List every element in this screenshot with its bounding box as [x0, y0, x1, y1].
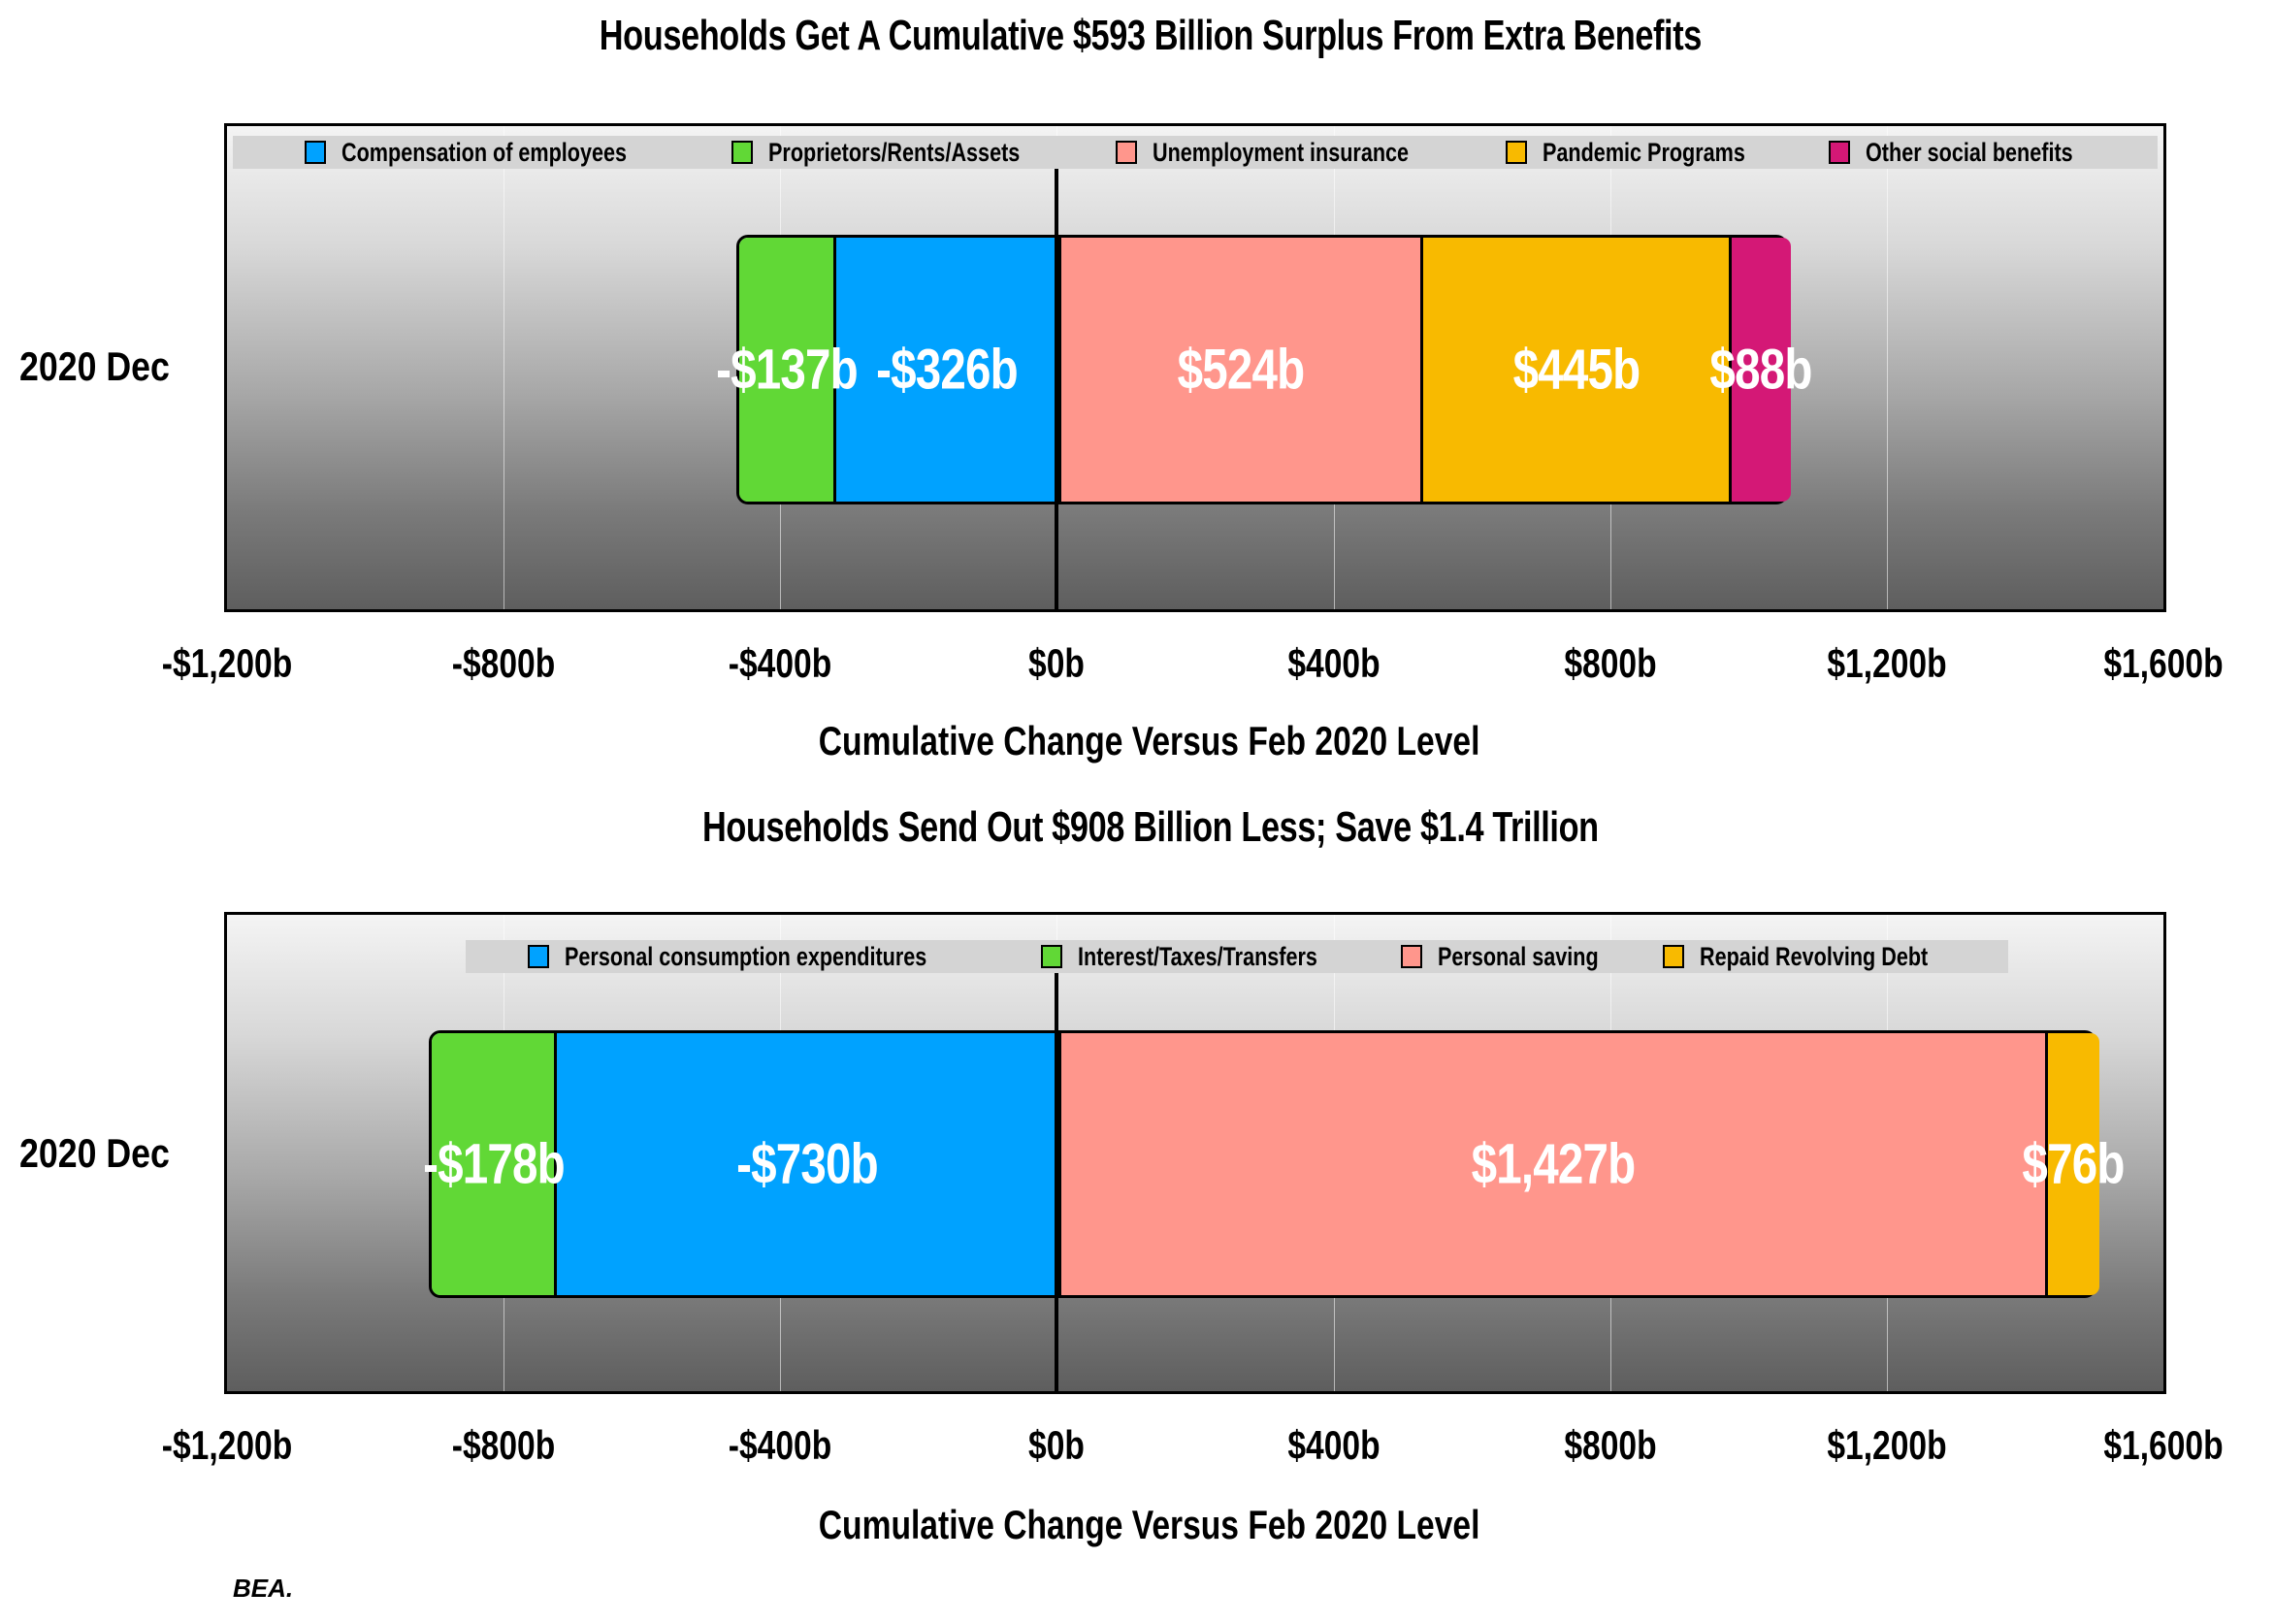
x-tick-label: $800b [1564, 1422, 1657, 1468]
legend-item: Repaid Revolving Debt [1662, 941, 1946, 972]
data-label: -$137b [716, 338, 859, 402]
x-tick-label: $400b [1286, 640, 1381, 686]
segment-divider [1420, 238, 1424, 502]
data-label: $76b [2022, 1132, 2125, 1196]
legend-item: Pandemic Programs [1505, 137, 1757, 168]
legend-item: Personal consumption expenditures [528, 942, 979, 972]
x-tick-label: -$400b [729, 640, 832, 686]
legend-swatch [1041, 945, 1063, 968]
source-note: BEA. [233, 1574, 294, 1603]
x-tick-label: $0b [1028, 1422, 1086, 1468]
bar-segment [555, 1033, 1060, 1295]
chart-title-2: Households Send Out $908 Billion Less; S… [701, 803, 1599, 851]
x-tick-label: -$400b [729, 1422, 832, 1468]
legend-label: Pandemic Programs [1542, 137, 1745, 167]
stacked-bar: -$730b -$178b $1,427b $76b [423, 1030, 2125, 1298]
bar-segment [1730, 238, 1791, 502]
data-label: -$326b [876, 338, 1019, 402]
segment-divider [553, 1033, 557, 1295]
x-tick-label: $1,600b [2103, 640, 2224, 686]
bar-segment [2046, 1033, 2099, 1295]
x-tick-label: -$800b [451, 640, 556, 686]
legend-label: Other social benefits [1865, 137, 2073, 167]
segment-divider [1057, 238, 1061, 502]
zero-line [1055, 163, 1059, 609]
legend-label: Compensation of employees [341, 137, 628, 167]
zero-line [1055, 958, 1059, 1391]
legend-swatch [731, 141, 753, 164]
data-label: $524b [1177, 338, 1306, 402]
segment-divider [832, 238, 836, 502]
chart-title-1: Households Get A Cumulative $593 Billion… [599, 12, 1703, 59]
legend-label: Personal consumption expenditures [565, 941, 927, 971]
legend-label: Proprietors/Rents/Assets [767, 137, 1020, 167]
x-tick-label: $400b [1286, 1422, 1381, 1468]
legend-item: Proprietors/Rents/Assets [731, 138, 1044, 168]
data-label: $88b [1708, 338, 1812, 402]
legend-swatch [305, 141, 326, 164]
x-axis-title-2: Cumulative Change Versus Feb 2020 Level [818, 1502, 1480, 1547]
legend-swatch [528, 945, 550, 968]
x-tick-label: $800b [1564, 640, 1657, 686]
plot-area-2: Personal consumption expenditures Interes… [224, 912, 2166, 1394]
legend-item: Interest/Taxes/Transfers [1041, 942, 1339, 972]
legend-label: Interest/Taxes/Transfers [1078, 941, 1318, 971]
x-tick-label: -$800b [451, 1422, 556, 1468]
plot-area-1: Compensation of employees Proprietors/Ren… [224, 123, 2166, 612]
category-label-1: 2020 Dec [19, 343, 170, 389]
legend-swatch [1401, 945, 1423, 968]
legend-2: Personal consumption expenditures Interes… [466, 940, 2008, 973]
bar-segment [739, 238, 835, 502]
bar-segment [432, 1033, 556, 1295]
legend-swatch [1828, 141, 1850, 164]
data-label: $445b [1512, 338, 1641, 402]
gridline [1886, 126, 1888, 609]
x-tick-label: -$1,200b [161, 1422, 293, 1468]
segment-divider [1057, 1033, 1061, 1295]
x-tick-label: $1,600b [2103, 1422, 2224, 1468]
bar-segment [1059, 1033, 2047, 1295]
legend-item: Personal saving [1401, 942, 1600, 972]
segment-divider [1728, 238, 1732, 502]
legend-item: Other social benefits [1828, 137, 2086, 168]
data-label: -$178b [422, 1132, 566, 1196]
data-label: -$730b [736, 1132, 879, 1196]
legend-item: Unemployment insurance [1115, 137, 1434, 168]
legend-label: Unemployment insurance [1152, 137, 1409, 167]
bar-segment [1421, 238, 1731, 502]
legend-swatch [1115, 141, 1137, 164]
legend-swatch [1505, 141, 1527, 164]
stacked-bar: -$326b -$137b $524b $445b $88b [716, 235, 1812, 504]
legend-item: Compensation of employees [305, 138, 660, 168]
data-label: $1,427b [1471, 1132, 1637, 1196]
bar-segment [834, 238, 1060, 502]
x-tick-label: $1,200b [1827, 640, 1947, 686]
legend-swatch [1662, 945, 1684, 968]
x-tick-label: -$1,200b [161, 640, 293, 686]
segment-divider [2045, 1033, 2049, 1295]
legend-1: Compensation of employees Proprietors/Ren… [233, 136, 2158, 169]
bar-segment [1059, 238, 1422, 502]
x-axis-title-1: Cumulative Change Versus Feb 2020 Level [818, 718, 1480, 763]
legend-label: Personal saving [1438, 941, 1599, 971]
legend-label: Repaid Revolving Debt [1699, 941, 1928, 971]
x-tick-label: $1,200b [1827, 1422, 1947, 1468]
category-label-2: 2020 Dec [19, 1130, 170, 1176]
x-tick-label: $0b [1028, 640, 1086, 686]
